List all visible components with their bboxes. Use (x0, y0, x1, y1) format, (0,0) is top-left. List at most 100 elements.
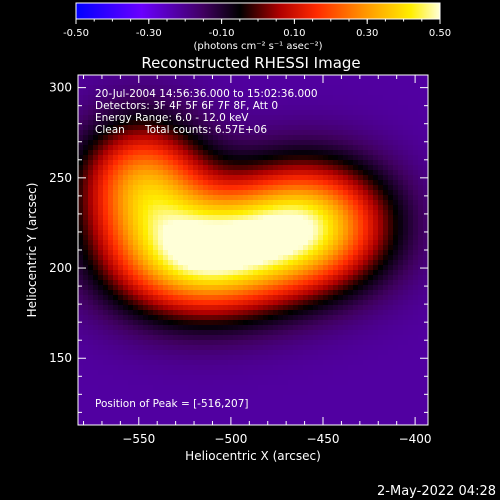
heatmap-cell (303, 350, 309, 356)
heatmap-cell (203, 385, 209, 391)
heatmap-cell (338, 415, 344, 421)
heatmap-cell (343, 400, 349, 406)
heatmap-cell (273, 320, 279, 326)
heatmap-cell (93, 335, 99, 341)
heatmap-cell (418, 80, 424, 86)
heatmap-cell (328, 150, 334, 156)
heatmap-cell (333, 185, 339, 191)
heatmap-cell (193, 260, 199, 266)
heatmap-cell (108, 375, 114, 381)
heatmap-cell (268, 150, 274, 156)
heatmap-cell (93, 325, 99, 331)
heatmap-cell (303, 305, 309, 311)
heatmap-cell (328, 310, 334, 316)
heatmap-cell (143, 130, 149, 136)
heatmap-cell (123, 235, 129, 241)
heatmap-cell (288, 85, 294, 91)
heatmap-cell (163, 100, 169, 106)
heatmap-cell (143, 185, 149, 191)
heatmap-cell (183, 75, 189, 81)
heatmap-cell (278, 110, 284, 116)
heatmap-cell (373, 395, 379, 401)
heatmap-cell (218, 330, 224, 336)
heatmap-cell (238, 155, 244, 161)
heatmap-cell (293, 100, 299, 106)
heatmap-cell (138, 105, 144, 111)
heatmap-cell (313, 75, 319, 81)
heatmap-cell (223, 375, 229, 381)
heatmap-cell (338, 200, 344, 206)
heatmap-cell (208, 105, 214, 111)
heatmap-cell (228, 300, 234, 306)
heatmap-cell (103, 375, 109, 381)
heatmap-cell (228, 195, 234, 201)
heatmap-cell (128, 255, 134, 261)
heatmap-cell (333, 355, 339, 361)
heatmap-cell (198, 310, 204, 316)
heatmap-cell (298, 285, 304, 291)
heatmap-cell (173, 260, 179, 266)
heatmap-cell (218, 270, 224, 276)
heatmap-cell (308, 340, 314, 346)
heatmap-cell (343, 415, 349, 421)
heatmap-cell (253, 155, 259, 161)
heatmap-cell (348, 355, 354, 361)
heatmap-cell (283, 360, 289, 366)
heatmap-cell (408, 265, 414, 271)
heatmap-cell (313, 315, 319, 321)
heatmap-cell (183, 155, 189, 161)
heatmap-cell (248, 325, 254, 331)
heatmap-cell (398, 260, 404, 266)
heatmap-cell (258, 190, 264, 196)
heatmap-cell (263, 105, 269, 111)
heatmap-cell (123, 420, 129, 425)
heatmap-cell (228, 245, 234, 251)
heatmap-cell (423, 270, 428, 276)
heatmap-cell (353, 230, 359, 236)
heatmap-cell (378, 285, 384, 291)
heatmap-cell (193, 105, 199, 111)
heatmap-cell (133, 330, 139, 336)
heatmap-cell (333, 225, 339, 231)
heatmap-cell (378, 230, 384, 236)
heatmap-cell (423, 90, 428, 96)
heatmap-cell (208, 260, 214, 266)
heatmap-cell (318, 275, 324, 281)
heatmap-cell (323, 115, 329, 121)
heatmap-cell (403, 165, 409, 171)
heatmap-cell (113, 330, 119, 336)
heatmap-cell (363, 250, 369, 256)
heatmap-cell (353, 160, 359, 166)
heatmap-cell (108, 325, 114, 331)
heatmap-cell (323, 315, 329, 321)
heatmap-cell (213, 80, 219, 86)
heatmap-cell (128, 380, 134, 386)
heatmap-cell (203, 405, 209, 411)
heatmap-cell (248, 275, 254, 281)
heatmap-cell (388, 75, 394, 81)
heatmap-cell (333, 325, 339, 331)
heatmap-cell (223, 110, 229, 116)
heatmap-cell (268, 355, 274, 361)
heatmap-cell (343, 355, 349, 361)
heatmap-cell (143, 255, 149, 261)
heatmap-cell (233, 100, 239, 106)
heatmap-cell (333, 75, 339, 81)
heatmap-cell (423, 375, 428, 381)
heatmap-cell (328, 275, 334, 281)
heatmap-cell (303, 420, 309, 425)
heatmap-cell (403, 130, 409, 136)
heatmap-cell (413, 115, 419, 121)
heatmap-cell (228, 330, 234, 336)
heatmap-cell (158, 160, 164, 166)
heatmap-cell (123, 365, 129, 371)
heatmap-cell (113, 255, 119, 261)
heatmap-cell (163, 380, 169, 386)
heatmap-cell (163, 170, 169, 176)
heatmap-cell (383, 370, 389, 376)
heatmap-cell (108, 230, 114, 236)
heatmap-cell (88, 355, 94, 361)
heatmap-cell (183, 305, 189, 311)
heatmap-cell (303, 205, 309, 211)
heatmap-cell (263, 230, 269, 236)
